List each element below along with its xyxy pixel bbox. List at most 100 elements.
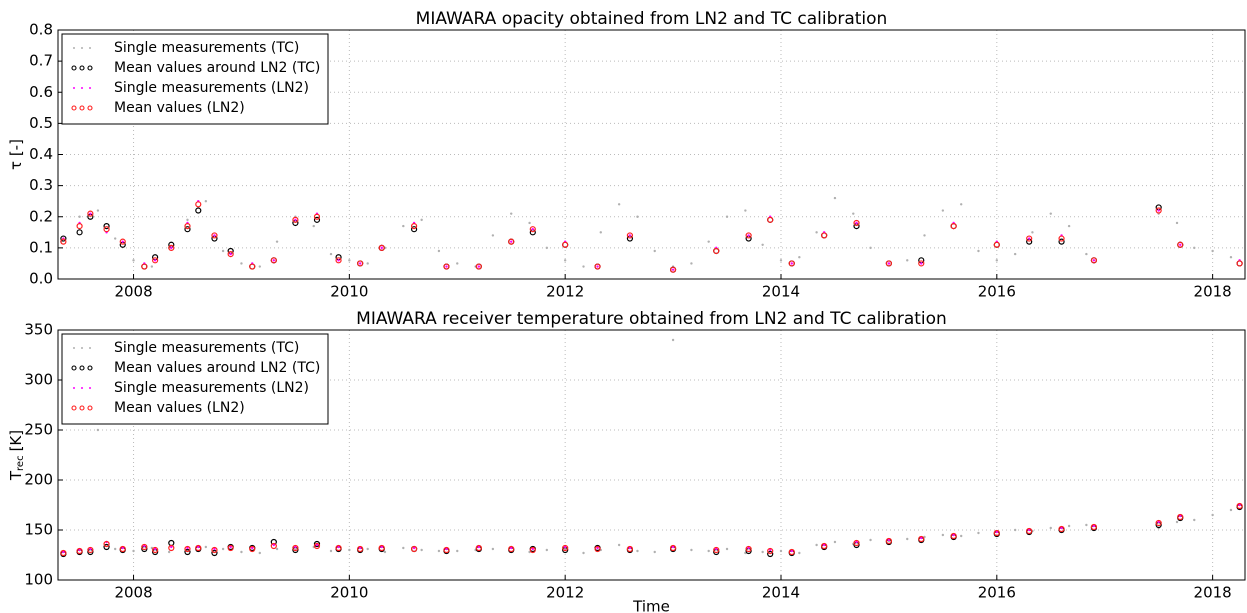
measurement-point	[653, 249, 656, 253]
measurement-point	[855, 221, 858, 225]
measurement-point	[348, 548, 351, 552]
measurement-point	[941, 209, 945, 212]
mean-point	[788, 260, 795, 267]
mean-point	[713, 546, 720, 554]
y-tick-label: 200	[24, 471, 53, 489]
measurement-point	[761, 243, 764, 246]
measurement-point	[636, 549, 639, 553]
measurement-point	[337, 259, 340, 262]
x-tick-label: 2016	[978, 584, 1016, 602]
measurement-point	[815, 231, 818, 234]
measurement-point	[240, 550, 243, 554]
mean-point	[821, 232, 828, 239]
measurement-point	[599, 231, 602, 234]
x-tick-label: 2014	[762, 584, 800, 602]
measurement-point	[582, 551, 585, 555]
measurement-point	[402, 224, 405, 228]
measurement-point	[510, 546, 513, 550]
measurement-point	[186, 546, 189, 550]
measurement-point	[833, 196, 837, 200]
mean-point	[141, 263, 148, 270]
mean-point	[1058, 238, 1065, 245]
mean-point	[885, 537, 893, 545]
mean-point	[168, 244, 175, 251]
measurement-point	[1085, 523, 1088, 527]
mean-point	[1058, 525, 1065, 533]
measurement-point	[78, 215, 81, 218]
measurement-point	[358, 262, 362, 265]
measurement-point	[887, 262, 891, 265]
mean-point	[594, 263, 601, 270]
mean-point	[211, 546, 218, 554]
measurement-point	[89, 547, 92, 551]
mean-point	[443, 263, 450, 270]
legend-marker	[79, 405, 85, 411]
measurement-point	[121, 240, 124, 243]
legend-marker	[89, 387, 91, 389]
mean-point	[87, 210, 94, 217]
measurement-point	[456, 549, 459, 553]
y-tick-label: 0.0	[29, 270, 53, 288]
measurement-point	[1049, 526, 1052, 530]
measurement-point	[491, 547, 495, 551]
mean-point	[918, 535, 925, 543]
legend-marker	[81, 347, 83, 349]
measurement-point	[1179, 514, 1182, 518]
mean-point	[767, 216, 774, 223]
mean-point	[821, 542, 828, 550]
measurement-point	[213, 234, 216, 237]
measurement-point	[941, 533, 945, 537]
measurement-point	[329, 549, 333, 553]
measurement-point	[150, 265, 154, 268]
mean-point	[184, 226, 191, 233]
measurement-point	[563, 547, 567, 551]
measurement-point	[204, 199, 208, 203]
x-tick-label: 2010	[330, 283, 368, 301]
measurement-point	[456, 262, 459, 265]
measurement-point	[366, 262, 369, 265]
mean-point	[1090, 523, 1098, 531]
measurement-point	[315, 543, 319, 547]
legend-label: Single measurements (LN2)	[114, 80, 309, 96]
mean-point	[1155, 207, 1162, 214]
measurement-point	[275, 547, 279, 551]
measurement-point	[869, 246, 872, 250]
measurement-point	[1049, 212, 1052, 215]
y-tick-label: 0.8	[29, 21, 53, 39]
mean-point	[508, 238, 515, 245]
measurement-point	[545, 246, 549, 250]
legend-marker	[89, 87, 91, 89]
measurement-point	[923, 234, 926, 237]
mean-point	[270, 257, 277, 264]
mean-point	[195, 207, 202, 214]
measurement-point	[445, 547, 448, 551]
measurement-point	[852, 212, 855, 215]
legend-box	[61, 33, 329, 125]
mean-point	[335, 257, 342, 264]
mean-point	[626, 545, 634, 553]
mean-point	[1026, 235, 1033, 242]
legend-marker	[79, 65, 85, 71]
legend-marker	[71, 65, 77, 71]
y-tick-label: 150	[24, 521, 53, 539]
measurement-point	[531, 547, 534, 551]
legend-marker	[73, 387, 75, 389]
measurement-point	[348, 259, 351, 262]
y-axis-label-main: T	[7, 470, 25, 481]
measurement-point	[1060, 526, 1063, 530]
mean-point	[60, 235, 67, 242]
x-tick-label: 2008	[114, 584, 152, 602]
measurement-point	[952, 533, 955, 537]
measurement-point	[197, 545, 200, 549]
measurement-point	[420, 548, 423, 552]
measurement-point	[1193, 518, 1196, 522]
measurement-point	[437, 249, 441, 253]
legend-label: Single measurements (LN2)	[114, 380, 309, 396]
legend-marker	[79, 365, 85, 371]
mean-point	[411, 545, 418, 553]
measurement-point	[1027, 237, 1031, 240]
mean-point	[103, 540, 110, 548]
x-tick-label: 2014	[762, 283, 800, 301]
measurement-point	[563, 545, 567, 549]
